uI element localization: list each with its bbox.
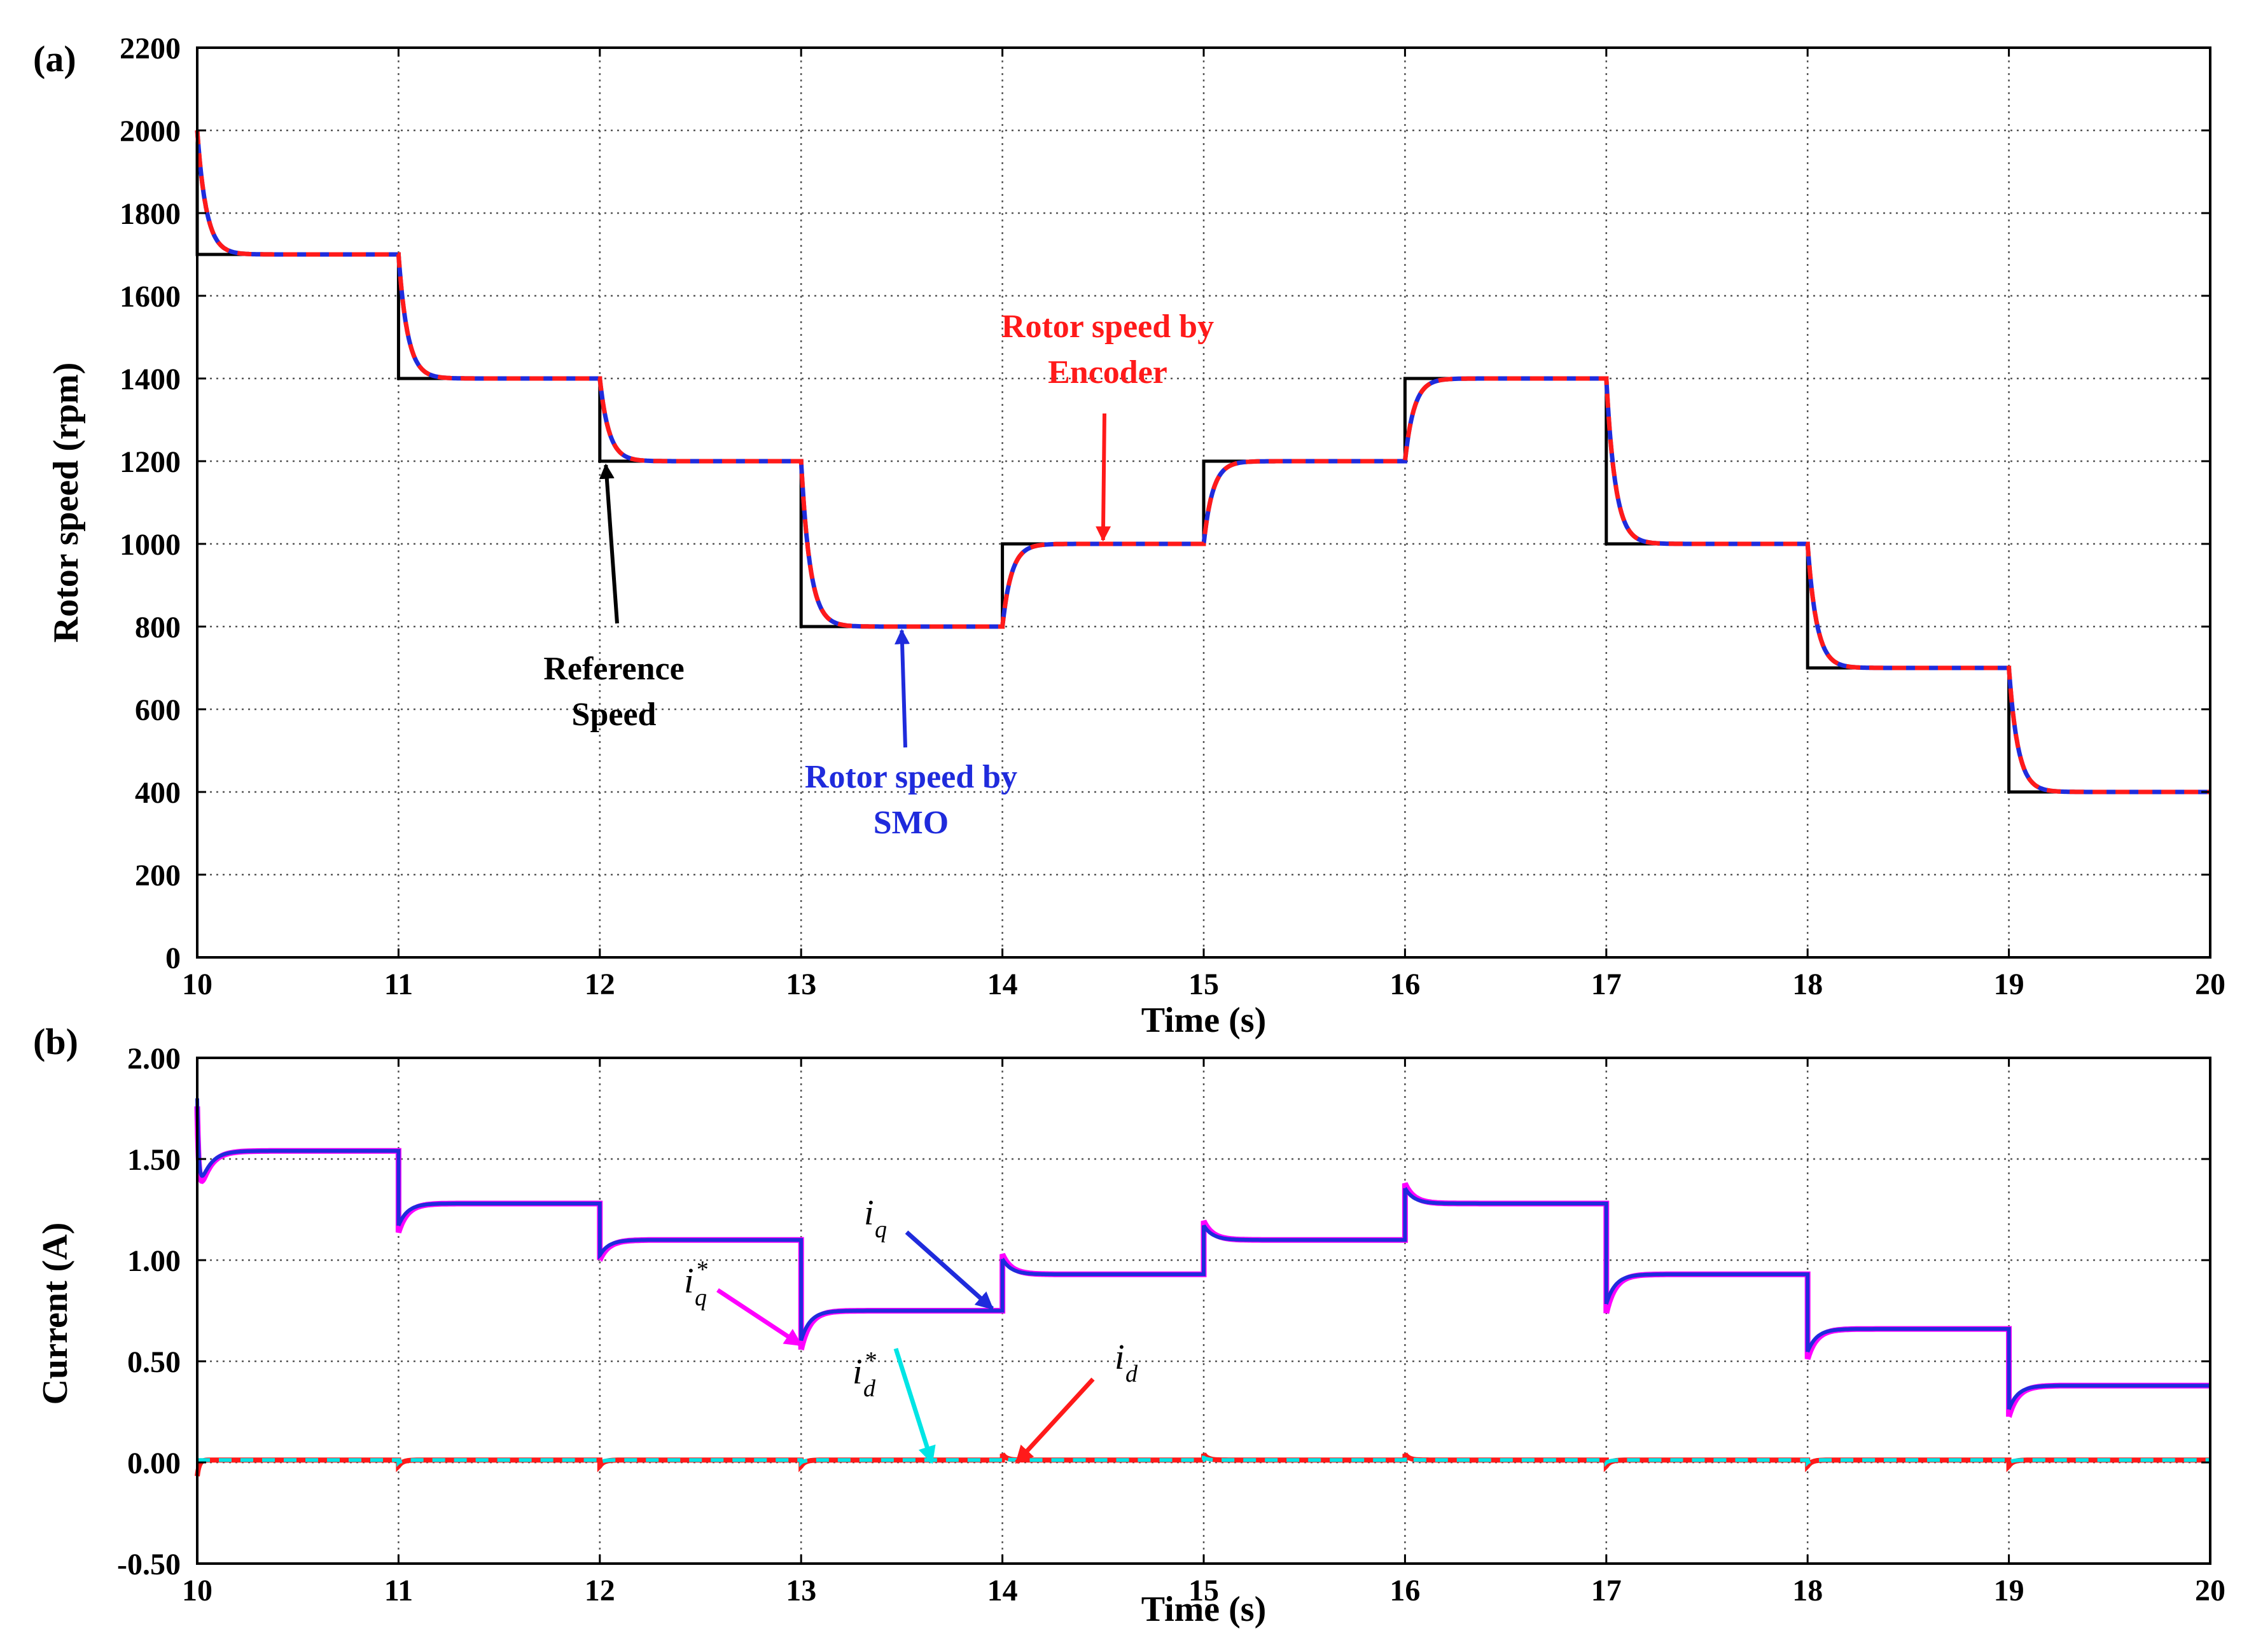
y-tick-label: 1400: [120, 363, 181, 396]
x-tick-label: 20: [2195, 968, 2225, 1001]
annotation-smo-text: Rotor speed by: [805, 759, 1017, 795]
current-grid: [197, 1058, 2210, 1564]
x-tick-label: 16: [1389, 968, 1420, 1001]
panel-label-a: (a): [33, 38, 76, 80]
speed-annotations: Reference Speed Rotor speed by SMO Rotor spe…: [543, 309, 1214, 841]
annotation-iqs-base: i: [684, 1261, 694, 1301]
x-tick-label: 12: [585, 1574, 615, 1607]
annotation-enc-text: Encoder: [1048, 354, 1167, 391]
x-tick-label: 18: [1792, 968, 1823, 1001]
y-tick-label: 2200: [120, 32, 181, 66]
y-tick-label: 0.00: [127, 1447, 181, 1480]
x-tick-label: 20: [2195, 1574, 2225, 1607]
current-series: [194, 1098, 2210, 1477]
annotation-ids-arrow: [893, 1347, 936, 1464]
annotation-id-sub: d: [1125, 1361, 1138, 1387]
y-tick-label: 1800: [120, 197, 181, 231]
x-tick-label: 14: [987, 968, 1018, 1001]
speed-chart-panel: (a) 10 11 12 13 14 15 16 17 18 19 2002004006008001…: [33, 32, 2225, 1040]
y-tick-label: 0: [165, 941, 181, 975]
x-tick-label: 19: [1994, 1574, 2024, 1607]
x-tick-label: 17: [1591, 1574, 1622, 1607]
y-tick-label: 0.50: [127, 1345, 181, 1379]
annotation-enc-text: Rotor speed by: [1001, 309, 1214, 345]
annotation-ref-arrow: [599, 463, 619, 624]
annotation-ids-sub: d: [863, 1375, 876, 1402]
current-annotations: i qi q*i d* i d: [684, 1193, 1138, 1464]
annotation-iq-base: i: [864, 1193, 874, 1233]
x-tick-label: 11: [384, 1574, 413, 1607]
y-tick-label: -0.50: [117, 1548, 181, 1581]
annotation-ref-text: Speed: [572, 697, 657, 733]
x-tick-label: 19: [1994, 968, 2024, 1001]
panel-label-b: (b): [33, 1021, 78, 1062]
x-tick-label: 15: [1188, 968, 1219, 1001]
iq-line: [195, 1098, 2210, 1410]
annotation-id-arrow: [1015, 1377, 1095, 1464]
annotation-iqs-sup: *: [695, 1256, 707, 1283]
y-tick-label: 600: [135, 693, 181, 727]
speed-ticks: 10 11 12 13 14 15 16 17 18 19 20020040060080010001…: [120, 32, 2225, 1001]
x-tick-label: 17: [1591, 968, 1622, 1001]
x-tick-label: 13: [786, 1574, 816, 1607]
current-plot-frame: [196, 1057, 2211, 1565]
y-tick-label: 800: [135, 611, 181, 644]
y-tick-label: 400: [135, 776, 181, 810]
y-tick-label: 1.00: [127, 1244, 181, 1278]
y-tick-label: 2.00: [127, 1042, 181, 1076]
x-tick-label: 14: [987, 1574, 1018, 1607]
speed-x-axis-label: Time (s): [1141, 1001, 1267, 1040]
annotation-ids-sup: *: [864, 1347, 876, 1374]
current-x-axis-label: Time (s): [1141, 1590, 1267, 1629]
speed-series: [195, 130, 2210, 795]
x-tick-label: 16: [1389, 1574, 1420, 1607]
current-ticks: 10 11 12 13 14 15 16 17 18 19 20 -0.50 0.00 0.50 1.00 1…: [117, 1042, 2225, 1607]
annotation-ref-text: Reference: [543, 651, 684, 687]
y-tick-label: 200: [135, 859, 181, 892]
annotation-iqs: i q*: [684, 1256, 803, 1347]
x-tick-label: 12: [585, 968, 615, 1001]
x-tick-label: 15: [1188, 1574, 1219, 1607]
y-tick-label: 1000: [120, 528, 181, 562]
annotation-smo-text: SMO: [874, 805, 949, 841]
reference-speed-line: [195, 130, 2210, 794]
annotation-ids-base: i: [853, 1352, 863, 1392]
x-tick-label: 18: [1792, 1574, 1823, 1607]
annotation-iq-arrow: [905, 1230, 994, 1310]
annotation-iq-sub: q: [875, 1216, 887, 1243]
annotation-iqs-arrow: [716, 1288, 803, 1347]
current-chart-panel: (b) 10 11 12 13 14 15 16 17 18 19 20-0.500.000.501…: [33, 1021, 2225, 1629]
y-tick-label: 1200: [120, 445, 181, 479]
y-tick-label: 1.50: [127, 1143, 181, 1177]
annotation-id-base: i: [1115, 1338, 1125, 1377]
id-ref-line: [197, 1455, 2210, 1468]
y-tick-label: 1600: [120, 280, 181, 314]
x-tick-label: 11: [384, 968, 413, 1001]
annotation-ids: i d*: [853, 1347, 936, 1464]
annotation-iqs-sub: q: [695, 1284, 707, 1311]
current-y-axis-label: Current (A): [36, 1223, 75, 1405]
x-tick-label: 13: [786, 968, 816, 1001]
y-tick-label: 2000: [120, 115, 181, 148]
annotation-enc-arrow: [1096, 413, 1111, 542]
x-tick-label: 10: [182, 968, 212, 1001]
x-tick-label: 10: [182, 1574, 212, 1607]
speed-y-axis-label: Rotor speed (rpm): [46, 363, 86, 643]
encoder-speed-line: [195, 130, 2210, 795]
annotation-smo-arrow: [895, 628, 910, 748]
